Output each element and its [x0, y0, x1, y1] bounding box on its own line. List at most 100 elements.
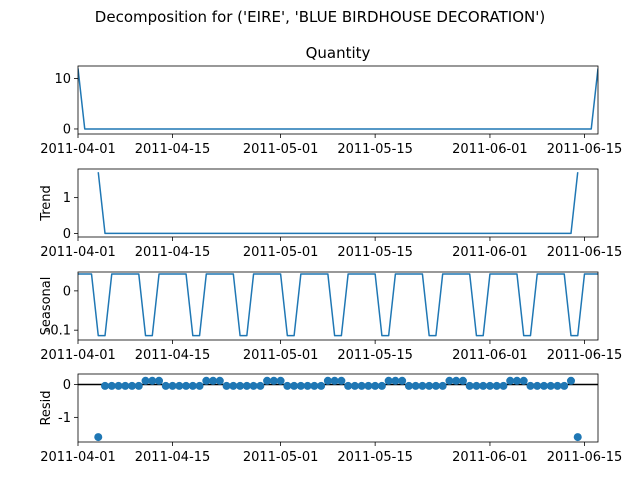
resid-point [222, 381, 231, 390]
x-tick-label: 2011-06-15 [547, 348, 623, 363]
axes-frame-observed [77, 65, 599, 135]
resid-point [323, 376, 332, 385]
resid-point [458, 376, 467, 385]
plot-area-observed [78, 68, 598, 130]
resid-point [553, 381, 562, 390]
resid-point [249, 381, 258, 390]
resid-point [128, 381, 137, 390]
resid-point [539, 381, 548, 390]
resid-point [107, 381, 116, 390]
x-tick-label: 2011-04-01 [40, 142, 116, 157]
resid-point [290, 381, 299, 390]
x-tick-label: 2011-04-15 [135, 142, 211, 157]
y-tick-label: 0 [63, 378, 71, 393]
resid-point [566, 376, 575, 385]
x-tick-label: 2011-06-01 [452, 142, 528, 157]
x-tick-label: 2011-06-01 [452, 245, 528, 260]
resid-point [161, 381, 170, 390]
panel-seasonal: 0 -0.1 2011-04-01 2011-04-15 2011-05-01 2011-… [39, 271, 623, 363]
resid-point [506, 376, 515, 385]
resid-point [512, 376, 521, 385]
resid-point [155, 376, 164, 385]
resid-point [134, 381, 143, 390]
resid-point [209, 376, 218, 385]
x-tick-label: 2011-06-15 [547, 450, 623, 465]
panel-trend: 0 1 2011-04-01 2011-04-15 2011-05-01 2011-05-… [39, 168, 623, 260]
axes-frame-trend [77, 168, 599, 238]
x-tick-label: 2011-04-01 [40, 450, 116, 465]
resid-point [283, 381, 292, 390]
axes-frame-resid [77, 373, 599, 443]
resid-point [296, 381, 305, 390]
x-tick-label: 2011-05-15 [337, 348, 413, 363]
resid-point [391, 376, 400, 385]
series-line-trend [97, 172, 579, 235]
resid-point [398, 376, 407, 385]
resid-point [546, 381, 555, 390]
resid-point [188, 381, 197, 390]
resid-point [141, 376, 150, 385]
resid-point [263, 376, 272, 385]
resid-point [350, 381, 359, 390]
resid-point [485, 381, 494, 390]
resid-point [452, 376, 461, 385]
resid-point [182, 381, 191, 390]
resid-point [384, 376, 393, 385]
x-tick-label: 2011-04-15 [135, 348, 211, 363]
resid-point [175, 381, 184, 390]
x-tick-label: 2011-05-15 [337, 245, 413, 260]
y-tick-label: 0 [63, 284, 71, 299]
resid-point [337, 376, 346, 385]
x-tick-label: 2011-04-01 [40, 245, 116, 260]
y-tick-label: -0.1 [46, 324, 71, 339]
figure-suptitle: Decomposition for ('EIRE', 'BLUE BIRDHOU… [95, 8, 545, 26]
resid-point [479, 381, 488, 390]
panel-title: Quantity [306, 44, 371, 62]
x-tick-label: 2011-04-01 [40, 348, 116, 363]
resid-point [114, 381, 123, 390]
resid-point [472, 381, 481, 390]
resid-point [121, 381, 130, 390]
resid-point [411, 381, 420, 390]
y-axis-label: Seasonal [39, 277, 54, 336]
resid-point [242, 381, 251, 390]
resid-point [526, 381, 535, 390]
resid-point [168, 381, 177, 390]
axes-frame-seasonal [77, 271, 599, 341]
x-tick-label: 2011-04-15 [135, 245, 211, 260]
resid-point [236, 381, 245, 390]
y-tick-label: 0 [63, 227, 71, 242]
resid-point [519, 376, 528, 385]
resid-point [229, 381, 238, 390]
x-tick-label: 2011-06-01 [452, 348, 528, 363]
series-line-seasonal [78, 273, 598, 337]
resid-point [215, 376, 224, 385]
resid-point [303, 381, 312, 390]
resid-point [256, 381, 265, 390]
resid-point [317, 381, 326, 390]
resid-point [310, 381, 319, 390]
series-line-observed [78, 68, 598, 130]
resid-point [425, 381, 434, 390]
y-tick-label: 0 [63, 122, 71, 137]
resid-point [101, 381, 110, 390]
x-tick-label: 2011-05-15 [337, 142, 413, 157]
x-tick-label: 2011-05-15 [337, 450, 413, 465]
resid-point [431, 381, 440, 390]
x-tick-label: 2011-06-15 [547, 142, 623, 157]
resid-point [499, 381, 508, 390]
resid-point [148, 376, 157, 385]
plot-area-seasonal [78, 273, 598, 337]
x-tick-label: 2011-05-01 [243, 348, 319, 363]
x-tick-label: 2011-04-15 [135, 450, 211, 465]
resid-point [465, 381, 474, 390]
resid-point [94, 433, 103, 442]
resid-point [269, 376, 278, 385]
resid-point [195, 381, 204, 390]
resid-point [357, 381, 366, 390]
x-tick-label: 2011-06-15 [547, 245, 623, 260]
panel-observed: 0 10 2011-04-01 2011-04-15 2011-05-01 2011-05… [40, 44, 622, 157]
resid-point [330, 376, 339, 385]
resid-point [533, 381, 542, 390]
y-axis-label: Trend [39, 185, 54, 222]
